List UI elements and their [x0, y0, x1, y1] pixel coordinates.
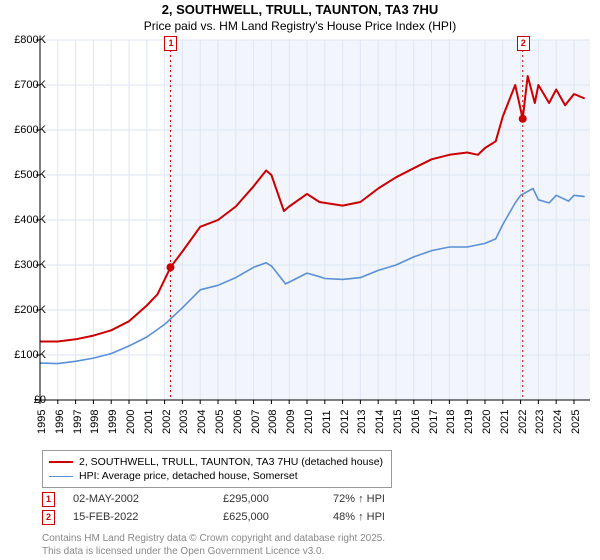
legend-swatch — [49, 461, 73, 463]
legend-row: HPI: Average price, detached house, Some… — [49, 469, 383, 483]
x-tick-label: 2022 — [517, 410, 529, 434]
sale-date: 02-MAY-2002 — [55, 493, 223, 505]
x-tick-label: 2014 — [374, 410, 386, 434]
sales-table: 102-MAY-2002£295,00072% ↑ HPI215-FEB-202… — [42, 490, 433, 526]
sale-marker-flag: 1 — [164, 36, 177, 51]
sale-price: £625,000 — [223, 511, 333, 523]
x-tick-label: 2011 — [321, 410, 333, 434]
y-tick-label: £100K — [14, 349, 46, 361]
x-tick-label: 2016 — [410, 410, 422, 434]
legend: 2, SOUTHWELL, TRULL, TAUNTON, TA3 7HU (d… — [42, 450, 392, 488]
footer-line1: Contains HM Land Registry data © Crown c… — [42, 533, 385, 546]
x-tick-label: 2005 — [214, 410, 226, 434]
legend-label: HPI: Average price, detached house, Some… — [79, 470, 298, 482]
sale-row-marker: 1 — [42, 492, 55, 507]
footer-line2: This data is licensed under the Open Gov… — [42, 546, 385, 559]
sale-row-marker: 2 — [42, 510, 55, 525]
y-tick-label: £800K — [14, 34, 46, 46]
x-tick-label: 1998 — [89, 410, 101, 434]
x-tick-label: 1996 — [54, 410, 66, 434]
x-tick-label: 2017 — [428, 410, 440, 434]
x-tick-label: 2006 — [232, 410, 244, 434]
x-tick-label: 2008 — [267, 410, 279, 434]
legend-label: 2, SOUTHWELL, TRULL, TAUNTON, TA3 7HU (d… — [79, 456, 383, 468]
y-tick-label: £500K — [14, 169, 46, 181]
y-tick-label: £700K — [14, 79, 46, 91]
x-tick-label: 2019 — [463, 410, 475, 434]
sale-marker-flag: 2 — [517, 36, 530, 51]
sale-vs-hpi: 48% ↑ HPI — [333, 511, 433, 523]
sale-row: 102-MAY-2002£295,00072% ↑ HPI — [42, 490, 433, 508]
sale-price: £295,000 — [223, 493, 333, 505]
legend-row: 2, SOUTHWELL, TRULL, TAUNTON, TA3 7HU (d… — [49, 455, 383, 469]
x-tick-label: 2010 — [303, 410, 315, 434]
x-tick-label: 2007 — [250, 410, 262, 434]
y-tick-label: £0 — [34, 394, 46, 406]
title-line2: Price paid vs. HM Land Registry's House … — [0, 19, 600, 35]
sale-vs-hpi: 72% ↑ HPI — [333, 493, 433, 505]
x-tick-label: 1999 — [107, 410, 119, 434]
y-tick-label: £400K — [14, 214, 46, 226]
x-tick-label: 1995 — [36, 410, 48, 434]
footer: Contains HM Land Registry data © Crown c… — [42, 533, 385, 558]
x-tick-label: 2024 — [552, 410, 564, 434]
x-tick-label: 2000 — [125, 410, 137, 434]
x-tick-label: 2004 — [196, 410, 208, 434]
y-tick-label: £600K — [14, 124, 46, 136]
x-tick-label: 2002 — [161, 410, 173, 434]
chart-container: 2, SOUTHWELL, TRULL, TAUNTON, TA3 7HU Pr… — [0, 0, 600, 560]
y-tick-label: £300K — [14, 259, 46, 271]
x-tick-label: 2012 — [339, 410, 351, 434]
title-block: 2, SOUTHWELL, TRULL, TAUNTON, TA3 7HU Pr… — [0, 0, 600, 34]
y-tick-label: £200K — [14, 304, 46, 316]
chart-plot-area — [40, 40, 590, 400]
x-tick-label: 2018 — [445, 410, 457, 434]
x-tick-label: 2009 — [285, 410, 297, 434]
x-tick-label: 2003 — [178, 410, 190, 434]
x-tick-label: 2025 — [570, 410, 582, 434]
x-tick-label: 2015 — [392, 410, 404, 434]
x-tick-label: 2020 — [481, 410, 493, 434]
x-tick-label: 2021 — [499, 410, 511, 434]
title-line1: 2, SOUTHWELL, TRULL, TAUNTON, TA3 7HU — [0, 2, 600, 19]
x-tick-label: 2023 — [534, 410, 546, 434]
chart-svg — [40, 40, 590, 400]
legend-swatch — [49, 476, 73, 477]
x-tick-label: 1997 — [72, 410, 84, 434]
x-tick-label: 2013 — [356, 410, 368, 434]
sale-row: 215-FEB-2022£625,00048% ↑ HPI — [42, 508, 433, 526]
x-tick-label: 2001 — [143, 410, 155, 434]
sale-date: 15-FEB-2022 — [55, 511, 223, 523]
